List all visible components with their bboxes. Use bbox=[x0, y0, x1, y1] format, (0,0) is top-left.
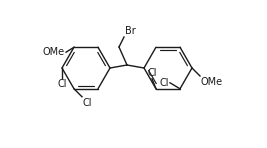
Text: Br: Br bbox=[125, 26, 136, 36]
Text: Cl: Cl bbox=[83, 98, 92, 108]
Text: OMe: OMe bbox=[43, 47, 65, 57]
Text: Cl: Cl bbox=[57, 79, 67, 89]
Text: Cl: Cl bbox=[147, 68, 157, 78]
Text: Cl: Cl bbox=[159, 78, 169, 88]
Text: OMe: OMe bbox=[201, 77, 223, 87]
